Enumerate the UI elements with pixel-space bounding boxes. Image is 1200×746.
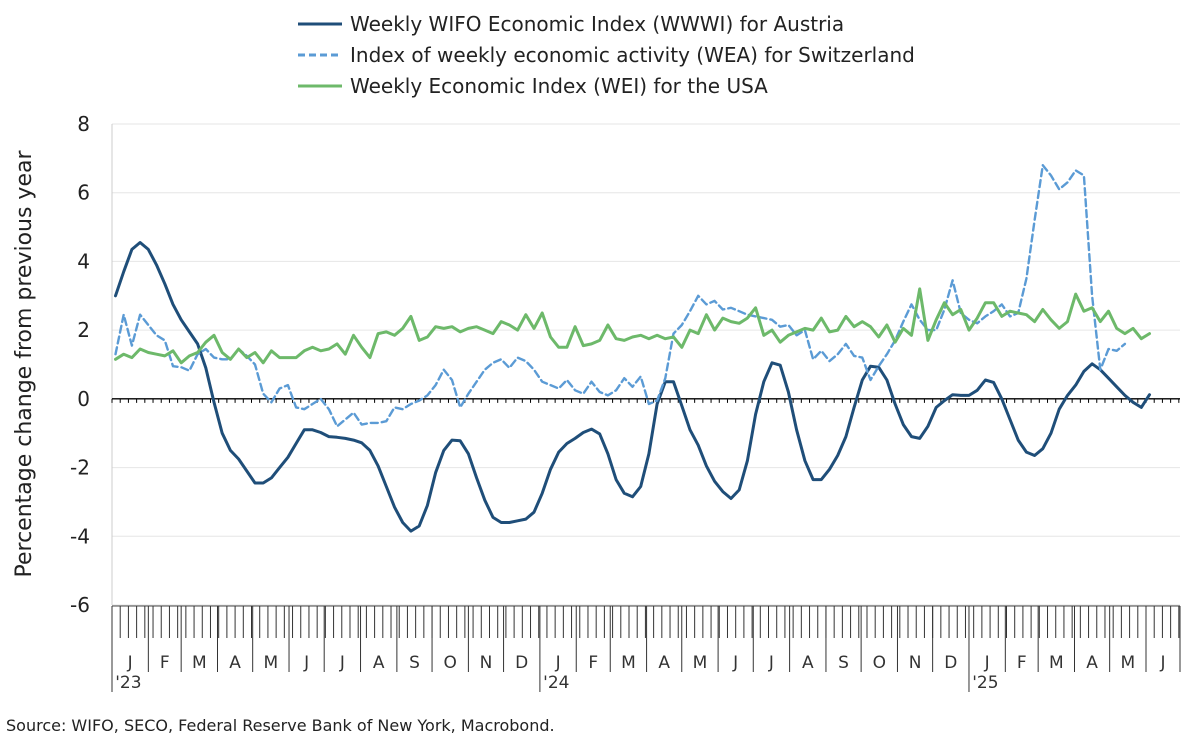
x-axis: J F M A M J J A S O N D J F M A M J J A S O N D J F M A M J'23'24'25 <box>111 605 1181 693</box>
x-month-label: J <box>984 653 990 673</box>
y-tick-label: 4 <box>77 249 90 273</box>
x-month-label: F <box>1017 653 1027 673</box>
x-month-label: O <box>873 653 886 673</box>
x-month-label: J <box>303 653 309 673</box>
x-month-label: M <box>1049 653 1064 673</box>
x-month-label: M <box>621 653 636 673</box>
x-month-label: A <box>229 653 241 673</box>
x-month-label: F <box>588 653 598 673</box>
x-month-label: M <box>693 653 708 673</box>
series <box>114 163 1151 533</box>
grid-lines <box>112 123 1180 606</box>
x-month-label: F <box>160 653 170 673</box>
y-axis-title: Percentage change from previous year <box>12 150 37 578</box>
x-month-label: J <box>1159 653 1165 673</box>
x-month-label: J <box>768 653 774 673</box>
legend-label-3: Weekly Economic Index (WEI) for the USA <box>350 74 768 98</box>
x-month-label: D <box>515 653 528 673</box>
series-line-1 <box>114 241 1151 533</box>
y-tick-label: 6 <box>77 181 90 205</box>
legend-label-1: Weekly WIFO Economic Index (WWWI) for Au… <box>350 12 844 36</box>
x-month-label: A <box>373 653 385 673</box>
y-tick-label: 8 <box>77 112 90 136</box>
x-year-label: '24 <box>543 673 569 693</box>
x-month-label: M <box>1120 653 1135 673</box>
x-month-label: J <box>732 653 738 673</box>
y-tick-label: 2 <box>77 318 90 342</box>
x-month-label: A <box>802 653 814 673</box>
y-tick-label: -4 <box>70 524 90 548</box>
x-month-label: O <box>444 653 457 673</box>
series-line-3 <box>114 287 1151 365</box>
x-month-label: J <box>555 653 561 673</box>
x-month-label: A <box>658 653 670 673</box>
x-month-label: S <box>409 653 420 673</box>
x-month-label: N <box>480 653 493 673</box>
x-year-label: '23 <box>115 673 141 693</box>
legend-label-2: Index of weekly economic activity (WEA) … <box>350 43 915 67</box>
axes: Percentage change from previous year -6 -… <box>12 112 1180 617</box>
x-month-label: S <box>838 653 849 673</box>
x-month-label: M <box>192 653 207 673</box>
y-tick-label: -2 <box>70 456 90 480</box>
x-month-label: J <box>339 653 345 673</box>
x-month-label: A <box>1086 653 1098 673</box>
x-month-label: N <box>909 653 922 673</box>
x-month-label: J <box>127 653 133 673</box>
legend: Weekly WIFO Economic Index (WWWI) for Au… <box>298 12 915 98</box>
y-tick-label: -6 <box>70 593 90 617</box>
y-tick-label: 0 <box>77 387 90 411</box>
source-note: Source: WIFO, SECO, Federal Reserve Bank… <box>6 716 555 735</box>
x-month-label: M <box>264 653 279 673</box>
series-line-2 <box>114 163 1127 428</box>
x-month-label: D <box>944 653 957 673</box>
x-year-label: '25 <box>972 673 998 693</box>
